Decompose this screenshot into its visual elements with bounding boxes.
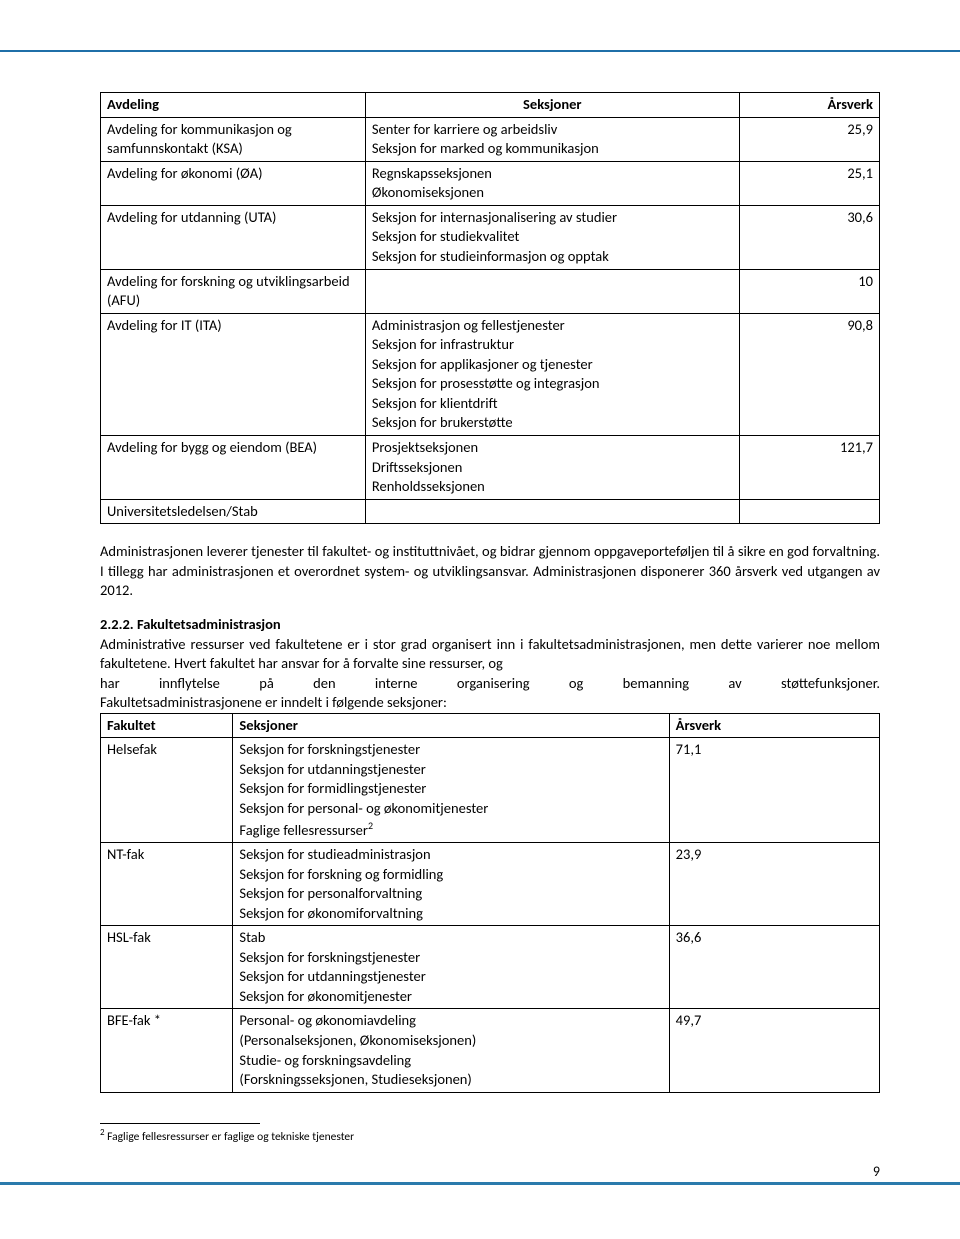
cell: 121,7 [739,436,879,500]
cell: Seksjon for forskningstjenester Seksjon … [233,738,669,843]
table-row: Fakultet Seksjoner Årsverk [101,713,880,738]
cell: Stab Seksjon for forskningstjenester Sek… [233,926,669,1009]
paragraph: Administrative ressurser ved fakultetene… [100,635,880,674]
cell: 71,1 [669,738,879,843]
footnote-rule [100,1123,260,1124]
page-number: 9 [100,1163,880,1182]
cell: Avdeling for IT (ITA) [101,313,366,435]
footnote-text: Faglige fellesressurser er faglige og te… [105,1130,355,1144]
cell: 10 [739,269,879,313]
cell: Universitetsledelsen/Stab [101,499,366,524]
cell: 23,9 [669,842,879,925]
col-header: Årsverk [669,713,879,738]
cell: Helsefak [101,738,233,843]
cell: Avdeling for bygg og eiendom (BEA) [101,436,366,500]
cell: Personal- og økonomiavdeling (Personalse… [233,1009,669,1092]
table-row: Avdeling for økonomi (ØA)Regnskapsseksjo… [101,161,880,205]
cell: 25,1 [739,161,879,205]
col-header: Seksjoner [365,93,739,118]
cell: Prosjektseksjonen Driftsseksjonen Renhol… [365,436,739,500]
cell: Avdeling for utdanning (UTA) [101,205,366,269]
top-rule [0,50,960,52]
cell: NT-fak [101,842,233,925]
col-header: Årsverk [739,93,879,118]
table-fakultet: Fakultet Seksjoner Årsverk HelsefakSeksj… [100,713,880,1093]
cell: Avdeling for forskning og utviklingsarbe… [101,269,366,313]
cell: 30,6 [739,205,879,269]
table-avdeling: Avdeling Seksjoner Årsverk Avdeling for … [100,92,880,524]
table-row: BFE-fak *Personal- og økonomiavdeling (P… [101,1009,880,1092]
cell: 49,7 [669,1009,879,1092]
cell: Senter for karriere og arbeidsliv Seksjo… [365,117,739,161]
table-row: Avdeling Seksjoner Årsverk [101,93,880,118]
table-row: Avdeling for utdanning (UTA)Seksjon for … [101,205,880,269]
cell: Avdeling for økonomi (ØA) [101,161,366,205]
table-row: Avdeling for kommunikasjon og samfunnsko… [101,117,880,161]
cell: HSL-fak [101,926,233,1009]
cell: Seksjon for internasjonalisering av stud… [365,205,739,269]
paragraph: Administrasjonen leverer tjenester til f… [100,542,880,601]
table-row: NT-fakSeksjon for studieadministrasjon S… [101,842,880,925]
table-row: Avdeling for bygg og eiendom (BEA)Prosje… [101,436,880,500]
cell: Regnskapsseksjonen Økonomiseksjonen [365,161,739,205]
cell: 25,9 [739,117,879,161]
cell: Avdeling for kommunikasjon og samfunnsko… [101,117,366,161]
col-header: Avdeling [101,93,366,118]
table-row: Avdeling for IT (ITA)Administrasjon og f… [101,313,880,435]
paragraph: har innflytelse på den interne organiser… [100,674,880,694]
cell: 36,6 [669,926,879,1009]
col-header: Seksjoner [233,713,669,738]
footnote-ref: 2 [368,819,373,832]
table-row: Avdeling for forskning og utviklingsarbe… [101,269,880,313]
paragraph: Fakultetsadministrasjonene er inndelt i … [100,693,880,713]
footnote: 2 Faglige fellesressurser er faglige og … [100,1127,880,1145]
table-row: Universitetsledelsen/Stab [101,499,880,524]
cell [739,499,879,524]
cell [365,269,739,313]
table-row: HelsefakSeksjon for forskningstjenester … [101,738,880,843]
cell: 90,8 [739,313,879,435]
cell: Seksjon for studieadministrasjon Seksjon… [233,842,669,925]
table-row: HSL-fakStab Seksjon for forskningstjenes… [101,926,880,1009]
section-heading: 2.2.2. Fakultetsadministrasjon [100,615,880,635]
cell [365,499,739,524]
cell: BFE-fak * [101,1009,233,1092]
bottom-rule [0,1182,960,1185]
cell: Administrasjon og fellestjenester Seksjo… [365,313,739,435]
col-header: Fakultet [101,713,233,738]
